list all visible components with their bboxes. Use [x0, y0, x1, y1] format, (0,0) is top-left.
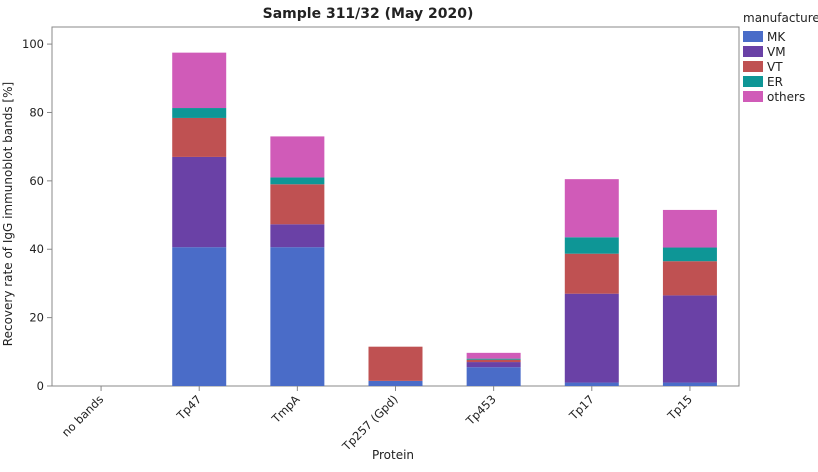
legend-label: VT: [767, 60, 783, 74]
bar-segment-vm[interactable]: [466, 362, 521, 368]
bar-segment-vt[interactable]: [466, 359, 521, 363]
y-tick-label: 60: [29, 174, 44, 188]
bar-segment-vt[interactable]: [270, 184, 325, 225]
bar-segment-er[interactable]: [270, 177, 325, 185]
bar-segment-vt[interactable]: [564, 253, 619, 294]
x-tick-label: Tp257 (Gpd): [339, 392, 401, 454]
bar-segment-vm[interactable]: [662, 295, 717, 383]
x-tick-label: Tp17: [566, 392, 597, 423]
bar-segment-mk[interactable]: [662, 382, 717, 386]
bar-segment-vm[interactable]: [564, 293, 619, 383]
bar-segment-vt[interactable]: [172, 117, 227, 157]
bar-segment-others[interactable]: [662, 209, 717, 248]
y-tick-label: 20: [29, 311, 44, 325]
bar-segment-vm[interactable]: [270, 224, 325, 248]
bar-segment-er[interactable]: [662, 247, 717, 262]
bar-segment-vt[interactable]: [368, 346, 423, 381]
x-tick-label: Tp15: [664, 392, 695, 423]
bar-segment-others[interactable]: [466, 352, 521, 359]
x-axis-label: Protein: [372, 448, 414, 462]
bar-segment-er[interactable]: [564, 237, 619, 254]
bar-segment-others[interactable]: [270, 136, 325, 178]
bar-segment-er[interactable]: [172, 108, 227, 118]
legend-label: MK: [767, 30, 786, 44]
legend-swatch-mk: [743, 31, 763, 42]
x-tick-label: no bands: [59, 392, 106, 439]
legend-title: manufacturer: [743, 11, 818, 25]
plot-frame: [51, 26, 740, 387]
bar-segment-vt[interactable]: [662, 261, 717, 296]
y-tick-label: 80: [29, 105, 44, 119]
legend-label: others: [767, 90, 805, 104]
legend-swatch-vm: [743, 46, 763, 57]
bar-segment-vm[interactable]: [172, 156, 227, 248]
bar-segment-mk[interactable]: [172, 247, 227, 386]
legend-label: ER: [767, 75, 783, 89]
bar-segment-mk[interactable]: [466, 367, 521, 386]
bar-segment-mk[interactable]: [564, 382, 619, 386]
legend-label: VM: [767, 45, 786, 59]
plot-area: 0 20 40 60 80 100 no bands Tp47 TmpA Tp257 (Gpd) T…: [22, 26, 740, 454]
x-tick-label: Tp453: [463, 392, 499, 428]
bar-segment-er[interactable]: [466, 358, 521, 360]
y-tick-label: 100: [22, 37, 44, 51]
y-axis-label: Recovery rate of IgG immunoblot bands [%…: [1, 82, 15, 346]
legend-swatch-others: [743, 91, 763, 102]
x-tick-label: TmpA: [268, 392, 302, 426]
x-tick-label: Tp47: [173, 392, 204, 423]
bar-segment-others[interactable]: [564, 179, 619, 238]
legend-swatch-er: [743, 76, 763, 87]
y-tick-label: 0: [37, 379, 44, 393]
bar-segment-mk[interactable]: [368, 380, 423, 386]
bar-segment-others[interactable]: [172, 52, 227, 109]
bar-segment-mk[interactable]: [270, 247, 325, 386]
y-tick-label: 40: [29, 242, 44, 256]
chart-title: Sample 311/32 (May 2020): [263, 6, 474, 22]
legend-swatch-vt: [743, 61, 763, 72]
